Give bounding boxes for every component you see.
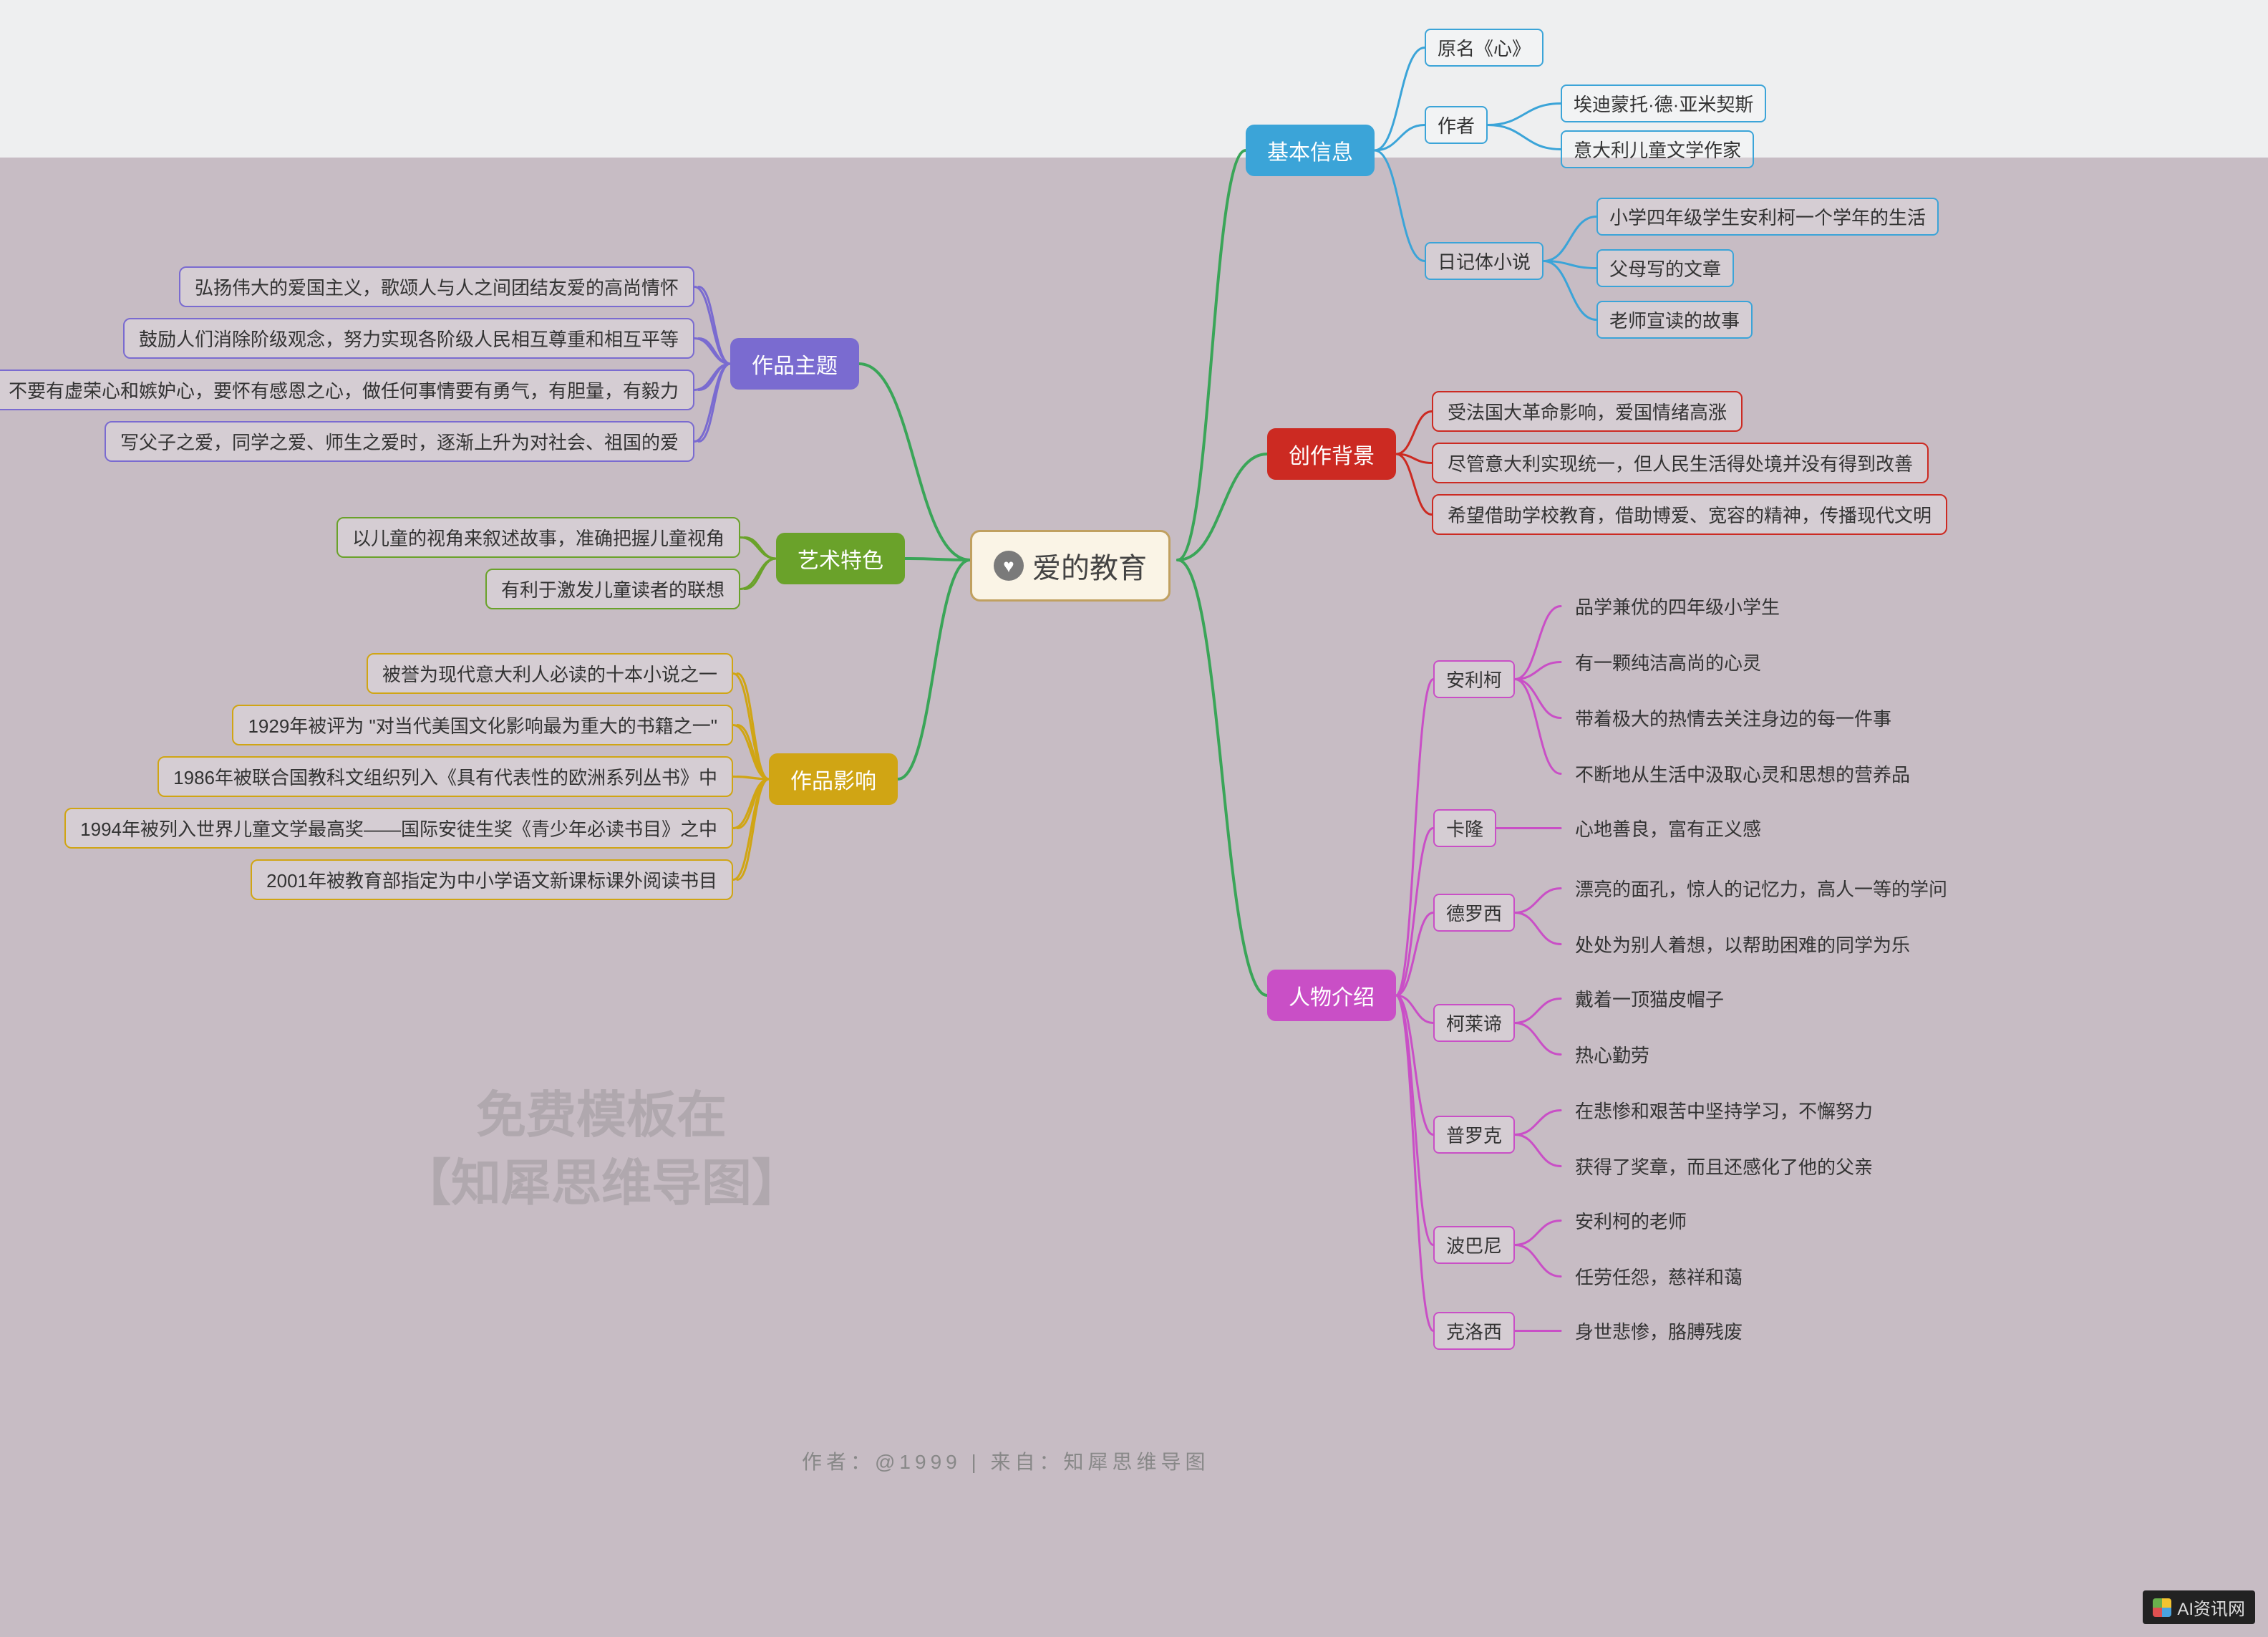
branch-theme[interactable]: 作品主题 <box>730 338 859 390</box>
leaf-art-1[interactable]: 有利于激发儿童读者的联想 <box>485 569 740 609</box>
logo-text: AI资讯网 <box>2177 1595 2245 1620</box>
leaf-background-0[interactable]: 受法国大革命影响，爱国情绪高涨 <box>1432 391 1743 432</box>
watermark-line2: 【知犀思维导图】 <box>401 1149 802 1217</box>
leaf-char-4-1[interactable]: 获得了奖章，而且还感化了他的父亲 <box>1561 1147 1887 1185</box>
sub-basic-1-1[interactable]: 意大利儿童文学作家 <box>1561 130 1754 168</box>
leaf-impact-1[interactable]: 1929年被评为 "对当代美国文化影响最为重大的书籍之一" <box>232 705 733 745</box>
leaf-background-2[interactable]: 希望借助学校教育，借助博爱、宽容的精神，传播现代文明 <box>1432 494 1947 535</box>
leaf-char-2-1[interactable]: 处处为别人着想，以帮助困难的同学为乐 <box>1561 925 1924 963</box>
branch-background[interactable]: 创作背景 <box>1267 428 1396 480</box>
sub-char-1[interactable]: 卡隆 <box>1433 809 1496 847</box>
leaf-char-3-1[interactable]: 热心勤劳 <box>1561 1035 1664 1073</box>
leaf-theme-0[interactable]: 弘扬伟大的爱国主义，歌颂人与人之间团结友爱的高尚情怀 <box>179 266 694 307</box>
leaf-char-0-2[interactable]: 带着极大的热情去关注身边的每一件事 <box>1561 699 1906 737</box>
leaf-char-0-3[interactable]: 不断地从生活中汲取心灵和思想的营养品 <box>1561 755 1924 793</box>
sub-basic-2-2[interactable]: 老师宣读的故事 <box>1596 301 1753 339</box>
sub-char-6[interactable]: 克洛西 <box>1433 1312 1515 1350</box>
sub-basic-2-1[interactable]: 父母写的文章 <box>1596 249 1734 287</box>
leaf-char-2-0[interactable]: 漂亮的面孔，惊人的记忆力，高人一等的学问 <box>1561 869 1962 907</box>
leaf-char-4-0[interactable]: 在悲惨和艰苦中坚持学习，不懈努力 <box>1561 1091 1887 1129</box>
leaf-background-1[interactable]: 尽管意大利实现统一，但人民生活得处境并没有得到改善 <box>1432 443 1929 483</box>
branch-characters[interactable]: 人物介绍 <box>1267 970 1396 1021</box>
leaf-theme-2[interactable]: 不要有虚荣心和嫉妒心，要怀有感恩之心，做任何事情要有勇气，有胆量，有毅力 <box>0 370 694 410</box>
leaf-char-5-1[interactable]: 任劳任怨，慈祥和蔼 <box>1561 1257 1757 1295</box>
footer-text: 作者：@1999 | 来自：知犀思维导图 <box>802 1447 1210 1475</box>
leaf-art-0[interactable]: 以儿童的视角来叙述故事，准确把握儿童视角 <box>336 517 740 558</box>
leaf-char-5-0[interactable]: 安利柯的老师 <box>1561 1202 1701 1240</box>
branch-art[interactable]: 艺术特色 <box>776 533 905 584</box>
leaf-impact-4[interactable]: 2001年被教育部指定为中小学语文新课标课外阅读书目 <box>251 859 733 900</box>
sub-char-2[interactable]: 德罗西 <box>1433 894 1515 932</box>
heart-icon: ♥ <box>994 551 1024 581</box>
top-bar <box>0 0 2268 158</box>
watermark-text: 免费模板在 【知犀思维导图】 <box>401 1081 802 1217</box>
sub-basic-1-0[interactable]: 埃迪蒙托·德·亚米契斯 <box>1561 84 1766 122</box>
branch-basic[interactable]: 基本信息 <box>1246 125 1375 176</box>
leaf-char-1-0[interactable]: 心地善良，富有正义感 <box>1561 809 1775 847</box>
branch-impact[interactable]: 作品影响 <box>769 753 898 805</box>
root-node[interactable]: ♥ 爱的教育 <box>970 530 1171 602</box>
leaf-theme-3[interactable]: 写父子之爱，同学之爱、师生之爱时，逐渐上升为对社会、祖国的爱 <box>105 421 694 462</box>
sub-char-0[interactable]: 安利柯 <box>1433 660 1515 698</box>
leaf-theme-1[interactable]: 鼓励人们消除阶级观念，努力实现各阶级人民相互尊重和相互平等 <box>123 318 694 359</box>
leaf-char-6-0[interactable]: 身世悲惨，胳膊残废 <box>1561 1312 1757 1350</box>
sub-char-4[interactable]: 普罗克 <box>1433 1116 1515 1154</box>
sub-basic-2[interactable]: 日记体小说 <box>1425 242 1544 280</box>
site-logo: AI资讯网 <box>2143 1590 2255 1624</box>
leaf-char-0-1[interactable]: 有一颗纯洁高尚的心灵 <box>1561 643 1775 681</box>
leaf-char-3-0[interactable]: 戴着一顶猫皮帽子 <box>1561 980 1738 1018</box>
leaf-impact-0[interactable]: 被誉为现代意大利人必读的十本小说之一 <box>367 653 733 694</box>
sub-basic-1[interactable]: 作者 <box>1425 106 1488 144</box>
root-label: 爱的教育 <box>1032 545 1147 586</box>
leaf-char-0-0[interactable]: 品学兼优的四年级小学生 <box>1561 587 1794 625</box>
sub-char-3[interactable]: 柯莱谛 <box>1433 1004 1515 1042</box>
leaf-impact-2[interactable]: 1986年被联合国教科文组织列入《具有代表性的欧洲系列丛书》中 <box>158 756 733 797</box>
sub-basic-2-0[interactable]: 小学四年级学生安利柯一个学年的生活 <box>1596 198 1939 236</box>
sub-basic-0[interactable]: 原名《心》 <box>1425 29 1544 67</box>
watermark-line1: 免费模板在 <box>401 1081 802 1149</box>
logo-icon <box>2153 1598 2171 1617</box>
sub-char-5[interactable]: 波巴尼 <box>1433 1226 1515 1264</box>
leaf-impact-3[interactable]: 1994年被列入世界儿童文学最高奖——国际安徒生奖《青少年必读书目》之中 <box>64 808 733 849</box>
